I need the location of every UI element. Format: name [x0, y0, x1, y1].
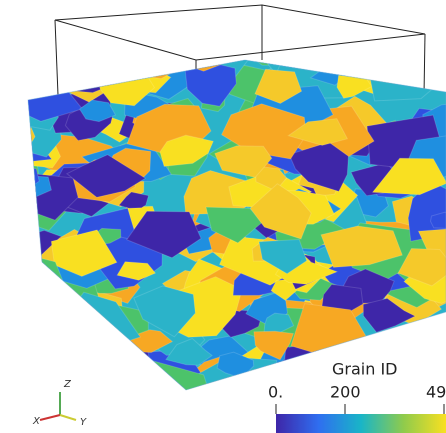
grain	[39, 382, 104, 428]
grain	[0, 292, 44, 323]
render-view: Z X Y Grain ID 0. 200 49	[0, 0, 446, 433]
legend-tick: 49	[426, 383, 446, 402]
grain	[421, 347, 446, 366]
grain	[0, 360, 15, 389]
grain	[39, 373, 108, 425]
grain	[0, 368, 40, 396]
grain	[6, 256, 62, 292]
grain	[391, 333, 437, 359]
color-bar	[276, 414, 446, 433]
grain	[17, 40, 80, 77]
grain	[0, 342, 30, 376]
grain	[409, 35, 446, 74]
grain	[0, 287, 36, 313]
grain	[20, 74, 63, 96]
grain	[401, 387, 421, 404]
grain	[0, 317, 30, 358]
grain	[0, 329, 36, 362]
legend-tick: 0.	[268, 383, 283, 402]
grain	[381, 46, 416, 63]
legend-title: Grain ID	[332, 360, 398, 379]
grain	[0, 272, 47, 309]
grain	[36, 277, 61, 290]
axis-label: Y	[80, 417, 87, 428]
color-legend: Grain ID 0. 200 49	[268, 360, 446, 433]
grain	[428, 320, 446, 343]
axis-label: Z	[63, 379, 72, 390]
grain	[0, 362, 27, 401]
grain	[0, 46, 40, 76]
grain	[35, 295, 94, 342]
orientation-axes: Z X Y	[32, 379, 87, 428]
grain	[18, 300, 77, 335]
grain	[9, 43, 83, 84]
grain	[20, 318, 77, 356]
grain	[28, 315, 104, 374]
grain	[14, 359, 87, 415]
grain	[0, 185, 14, 205]
grain	[380, 28, 446, 85]
axis-label: X	[32, 416, 41, 427]
grain	[0, 165, 39, 193]
legend-tick: 200	[330, 383, 361, 402]
grain	[0, 51, 63, 95]
grain	[52, 301, 84, 320]
grain	[31, 345, 96, 389]
